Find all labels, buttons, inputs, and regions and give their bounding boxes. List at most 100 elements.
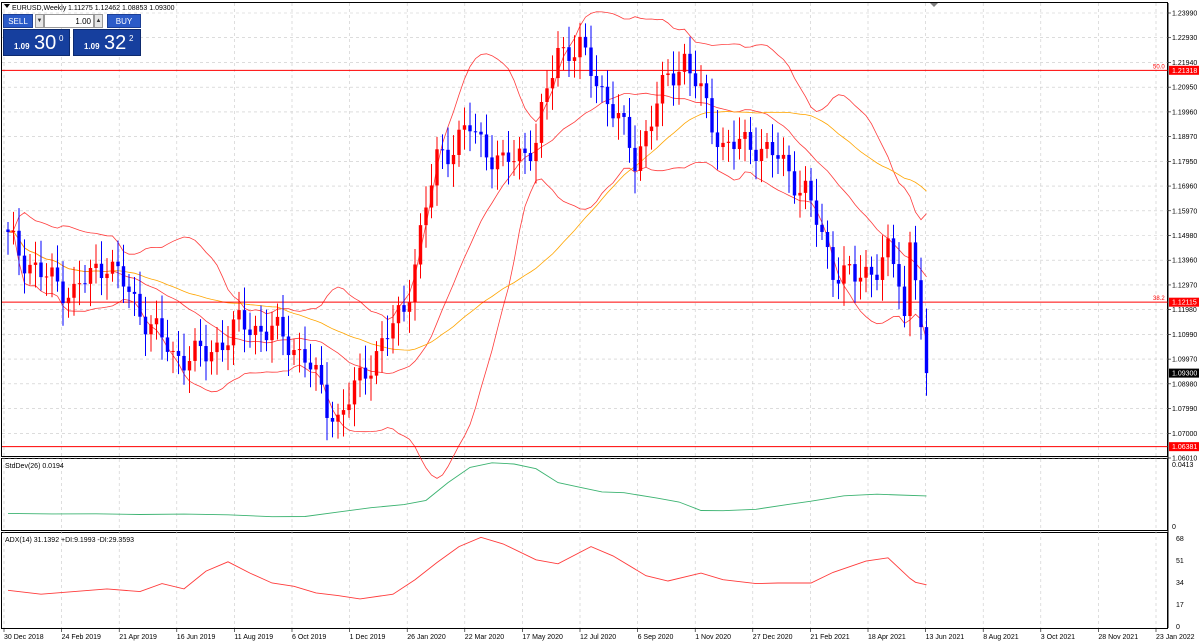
- x-tick-label: 21 Feb 2021: [810, 634, 849, 641]
- candle: [440, 134, 445, 169]
- candle-body: [462, 125, 467, 130]
- lot-decrease-icon[interactable]: ▼: [35, 14, 44, 28]
- candle-body: [451, 154, 456, 165]
- lot-size-input[interactable]: [44, 14, 94, 28]
- candle: [226, 325, 230, 371]
- candle: [165, 319, 170, 362]
- y-tick-label: 1.16960: [1172, 184, 1197, 191]
- candle: [721, 127, 725, 161]
- candle-body: [847, 264, 852, 266]
- candle: [160, 295, 164, 360]
- x-tick-label: 13 Jun 2021: [926, 634, 965, 641]
- sell-price-button[interactable]: 1.09 30 0: [3, 29, 70, 56]
- candle: [528, 130, 533, 171]
- candle: [902, 265, 907, 328]
- candle: [341, 389, 346, 437]
- candle: [666, 59, 670, 87]
- candle-body: [677, 71, 681, 86]
- candle: [424, 186, 428, 248]
- dropdown-arrow-icon[interactable]: [4, 4, 10, 8]
- candle: [561, 36, 566, 71]
- candle-body: [17, 230, 21, 256]
- y-tick-label: 1.10990: [1172, 332, 1197, 339]
- candle: [33, 241, 38, 288]
- y-tick-label: 1.19960: [1172, 109, 1197, 116]
- candle: [138, 271, 142, 325]
- candle-body: [297, 349, 302, 351]
- candle: [182, 333, 186, 385]
- candle: [847, 255, 852, 275]
- buy-price-button[interactable]: 1.09 32 2: [73, 29, 141, 56]
- candle: [787, 145, 791, 193]
- y-tick-label: 1.23990: [1172, 11, 1197, 18]
- adx-tick-label: 0: [1176, 624, 1180, 631]
- candle-body: [842, 265, 846, 284]
- candle: [556, 31, 560, 87]
- buy-price-prefix: 1.09: [84, 42, 100, 51]
- candle: [891, 224, 896, 278]
- candle: [132, 277, 137, 316]
- candle: [682, 43, 687, 85]
- candle-body: [396, 305, 401, 324]
- candle-body: [44, 276, 49, 278]
- y-tick-label: 1.17950: [1172, 159, 1197, 166]
- adx-title: ADX(14) 31.1392 +DI:9.1993 -DI:29.3593: [5, 537, 134, 544]
- candle-body: [209, 352, 214, 362]
- stddev-pane[interactable]: [1, 458, 1168, 531]
- candle-body: [655, 103, 659, 127]
- candle: [457, 120, 461, 167]
- candle-body: [578, 36, 582, 58]
- adx-series: [7, 536, 927, 600]
- candle-body: [55, 267, 60, 282]
- candle: [303, 326, 307, 378]
- x-tick-label: 26 Jan 2020: [407, 634, 446, 641]
- candle: [39, 240, 43, 291]
- candle: [765, 132, 769, 159]
- candle: [94, 244, 98, 284]
- candle: [539, 93, 544, 158]
- main-pane[interactable]: [1, 2, 1168, 457]
- candle: [919, 257, 923, 340]
- candle-body: [275, 316, 280, 326]
- candle: [17, 208, 21, 276]
- candle: [83, 264, 87, 293]
- candle: [660, 61, 665, 127]
- candle: [127, 274, 131, 309]
- candle: [402, 285, 406, 322]
- candle-body: [792, 171, 797, 196]
- buy-button[interactable]: BUY: [107, 14, 141, 28]
- x-tick-label: 21 Apr 2019: [119, 634, 157, 641]
- candle-body: [611, 104, 615, 119]
- candle: [836, 257, 841, 300]
- candle-body: [484, 134, 489, 158]
- collapse-arrow-icon[interactable]: [930, 3, 938, 7]
- candle: [814, 178, 819, 247]
- candle: [517, 136, 522, 180]
- adx-tick-label: 51: [1176, 558, 1184, 565]
- candle: [809, 168, 813, 217]
- candle-body: [380, 338, 384, 352]
- candle-body: [814, 200, 819, 225]
- candle-body: [22, 255, 27, 274]
- candle-body: [149, 324, 153, 335]
- adx-tick-label: 34: [1176, 580, 1184, 587]
- candle: [798, 170, 802, 218]
- candle: [732, 120, 736, 170]
- lot-increase-icon[interactable]: ▲: [94, 14, 103, 28]
- candle: [803, 166, 808, 210]
- candle: [363, 345, 368, 395]
- candle-body: [226, 345, 230, 351]
- candle-body: [924, 327, 929, 374]
- candle-body: [765, 142, 769, 149]
- x-tick-label: 6 Oct 2019: [292, 634, 326, 641]
- adx-pane[interactable]: [1, 532, 1168, 629]
- price-axis: 1.23990 1.22930 1.21940 1.20950 1.19960 1.189…: [1167, 3, 1197, 628]
- candle-body: [116, 261, 120, 267]
- candle: [616, 94, 621, 140]
- candle: [781, 137, 786, 177]
- candle-body: [347, 404, 351, 411]
- candle: [550, 55, 555, 110]
- sell-button[interactable]: SELL: [3, 14, 33, 28]
- candle: [578, 22, 582, 80]
